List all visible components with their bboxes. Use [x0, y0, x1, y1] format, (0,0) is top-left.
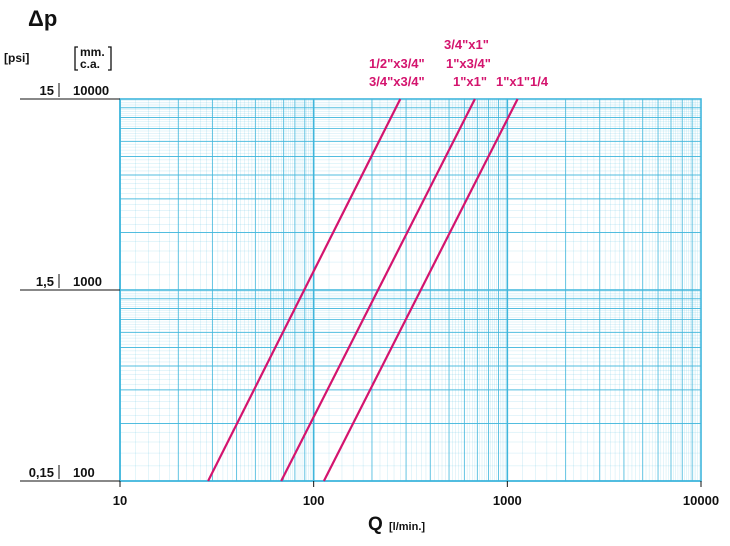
- x-tick-label: 1000: [493, 493, 522, 508]
- y-axis-unit-mm-line2: c.a.: [80, 57, 100, 71]
- y-axis-symbol: Δp: [28, 6, 57, 31]
- x-tick-label: 100: [303, 493, 325, 508]
- series-label: 1"x1": [453, 74, 487, 89]
- series-label: 1/2"x3/4": [369, 56, 425, 71]
- series-labels: 3/4"x1" 1/2"x3/4" 1"x3/4" 3/4"x3/4" 1"x1" 1"x…: [369, 37, 549, 89]
- x-tick-label: 10: [113, 493, 127, 508]
- x-axis-label: Q: [368, 514, 383, 535]
- series-label: 1"x3/4": [446, 56, 491, 71]
- y-tick-label-psi: 0,15: [29, 465, 54, 480]
- axis-ticks: [20, 83, 702, 487]
- y-axis-unit-mm-line1: mm.: [80, 45, 105, 59]
- grid: [119, 98, 702, 482]
- mm-unit-bracket: [74, 46, 112, 71]
- series-line-2: [280, 98, 476, 482]
- y-tick-label-psi: 1,5: [36, 274, 54, 289]
- y-tick-label-mm: 10000: [73, 83, 109, 98]
- y-axis-unit-psi: [psi]: [4, 51, 29, 65]
- series-line-3: [322, 98, 519, 482]
- series-label: 3/4"x3/4": [369, 74, 425, 89]
- y-tick-label-psi: 15: [40, 83, 54, 98]
- tick-labels: 10 100 1000 10000 10000 1000 100 15 1,5 0,15: [29, 83, 719, 508]
- x-axis-unit: [l/min.]: [389, 521, 425, 533]
- y-tick-label-mm: 1000: [73, 274, 102, 289]
- y-tick-label-mm: 100: [73, 465, 95, 480]
- series-label: 1"x1"1/4: [496, 74, 549, 89]
- x-tick-label: 10000: [683, 493, 719, 508]
- series-label: 3/4"x1": [444, 37, 489, 52]
- series-lines: [207, 98, 519, 482]
- series-line-1: [207, 98, 402, 482]
